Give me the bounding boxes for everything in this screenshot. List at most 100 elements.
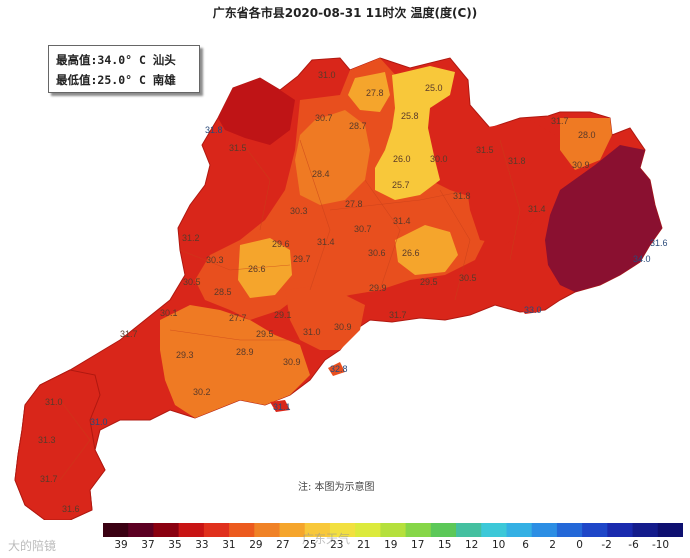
legend-tick-label: 35 — [168, 539, 182, 551]
region-peninsula — [14, 369, 106, 520]
temp-label: 31.7 — [120, 329, 138, 339]
temp-label: 29.6 — [272, 239, 290, 249]
watermark-center: 广东天气 — [302, 532, 351, 546]
temp-label: 31.7 — [40, 474, 58, 484]
legend-swatch — [254, 523, 281, 537]
legend-tick-label: -10 — [651, 539, 670, 551]
temp-label: 30.7 — [354, 224, 372, 234]
region-east-hot — [465, 120, 560, 245]
legend-swatch — [229, 523, 255, 537]
region-north-coolest — [375, 66, 455, 200]
temp-label: 31.5 — [229, 143, 247, 153]
region-northeast-mild — [560, 118, 612, 170]
legend-swatch — [481, 523, 507, 537]
temp-label: 29.5 — [420, 277, 438, 287]
temp-label: 31.0 — [318, 70, 336, 80]
temp-label: 30.1 — [160, 308, 178, 318]
temp-label: 31.7 — [389, 310, 407, 320]
temp-label: 31.3 — [38, 435, 56, 445]
legend-swatch — [380, 523, 407, 537]
legend-tick-label: 39 — [114, 539, 128, 551]
legend-swatch — [203, 523, 230, 537]
temp-label: 29.1 — [274, 310, 292, 320]
temp-label: 31.4 — [393, 216, 411, 226]
temp-label: 31.6 — [650, 238, 668, 248]
temp-label: 30.5 — [459, 273, 477, 283]
legend-tick-label: 6 — [522, 539, 529, 551]
legend-swatch — [607, 523, 634, 537]
legend-swatch — [657, 523, 683, 537]
temp-label: 31.2 — [182, 233, 200, 243]
legend-tick-label: 37 — [141, 539, 155, 551]
legend-tick-label: 25 — [303, 539, 317, 551]
legend-swatch — [329, 523, 356, 537]
legend-tick-label: 15 — [438, 539, 452, 551]
temp-label: 31.4 — [317, 237, 335, 247]
legend-tick-label: 19 — [384, 539, 398, 551]
legend-tick-label: 17 — [411, 539, 425, 551]
temp-label: 25.0 — [425, 83, 443, 93]
temp-label: 30.6 — [368, 248, 386, 258]
legend-tick-label: 10 — [491, 539, 506, 551]
guangdong-temperature-map: 31.0 27.8 25.0 30.7 28.7 25.8 31.7 28.0 … — [14, 57, 668, 520]
legend-tick-label: 2 — [549, 539, 556, 551]
temp-label: 25.7 — [392, 180, 410, 190]
temp-label: 31.0 — [303, 327, 321, 337]
temp-label: 29.5 — [256, 329, 274, 339]
legend-tick-label: -6 — [628, 539, 639, 551]
temp-label: 34.0 — [633, 254, 651, 264]
temp-label: 30.7 — [315, 113, 333, 123]
island-south — [270, 400, 290, 412]
legend-tick-label: 29 — [249, 539, 263, 551]
region-north-cool — [348, 72, 390, 112]
temp-label: 31.4 — [528, 204, 546, 214]
temp-label: 30.2 — [193, 387, 211, 397]
legend-swatch — [582, 523, 608, 537]
temp-label: 29.9 — [369, 283, 387, 293]
temp-label: 29.3 — [176, 350, 194, 360]
region-south-mild — [160, 305, 310, 418]
map-title: 广东省各市县2020-08-31 11时次 温度(度(C)) — [212, 6, 478, 20]
temp-label: 28.4 — [312, 169, 330, 179]
temp-label: 30.3 — [290, 206, 308, 216]
temp-label: 30.9 — [572, 160, 590, 170]
legend-swatch — [153, 523, 180, 537]
legend-swatch — [405, 523, 432, 537]
legend-tick-label: 21 — [357, 539, 371, 551]
temp-label: 28.5 — [214, 287, 232, 297]
temp-label: 30.9 — [334, 322, 352, 332]
island-east — [518, 300, 540, 314]
legend-swatch — [531, 523, 558, 537]
legend-swatch — [279, 523, 306, 537]
island-delta — [328, 362, 345, 376]
legend-tick-label: 31 — [222, 539, 236, 551]
temp-label: 31.0 — [45, 397, 63, 407]
temp-label: 31.7 — [551, 116, 569, 126]
temp-label: 28.9 — [236, 347, 254, 357]
legend-swatch — [178, 523, 205, 537]
temp-label: 27.8 — [345, 199, 363, 209]
temp-label: 31.6 — [62, 504, 80, 514]
legend-tick-label: 27 — [276, 539, 290, 551]
region-north-west — [218, 78, 295, 145]
region-east-cool — [395, 225, 458, 275]
temp-label: 31.1 — [273, 402, 291, 412]
region-delta-warm — [285, 285, 365, 350]
temp-label: 28.0 — [578, 130, 596, 140]
temp-label: 26.0 — [393, 154, 411, 164]
color-legend-bar — [103, 523, 683, 537]
temp-label: 25.8 — [401, 111, 419, 121]
temp-label: 31.0 — [90, 417, 108, 427]
temp-label: 28.7 — [349, 121, 367, 131]
legend-tick-label: 33 — [195, 539, 209, 551]
temp-label: 30.5 — [183, 277, 201, 287]
temp-label: 32.8 — [330, 364, 348, 374]
legend-tick-label: -2 — [601, 539, 612, 551]
legend-swatch — [355, 523, 381, 537]
legend-swatch — [506, 523, 533, 537]
legend-tick-label: 23 — [330, 539, 344, 551]
temp-label: 26.6 — [402, 248, 420, 258]
region-west-cool — [238, 238, 292, 298]
legend-labels: 39 37 35 33 31 29 27 25 23 21 19 17 15 12 10 6 2 0 -2 -6 -10 — [103, 539, 683, 553]
temp-label: 26.6 — [248, 264, 266, 274]
